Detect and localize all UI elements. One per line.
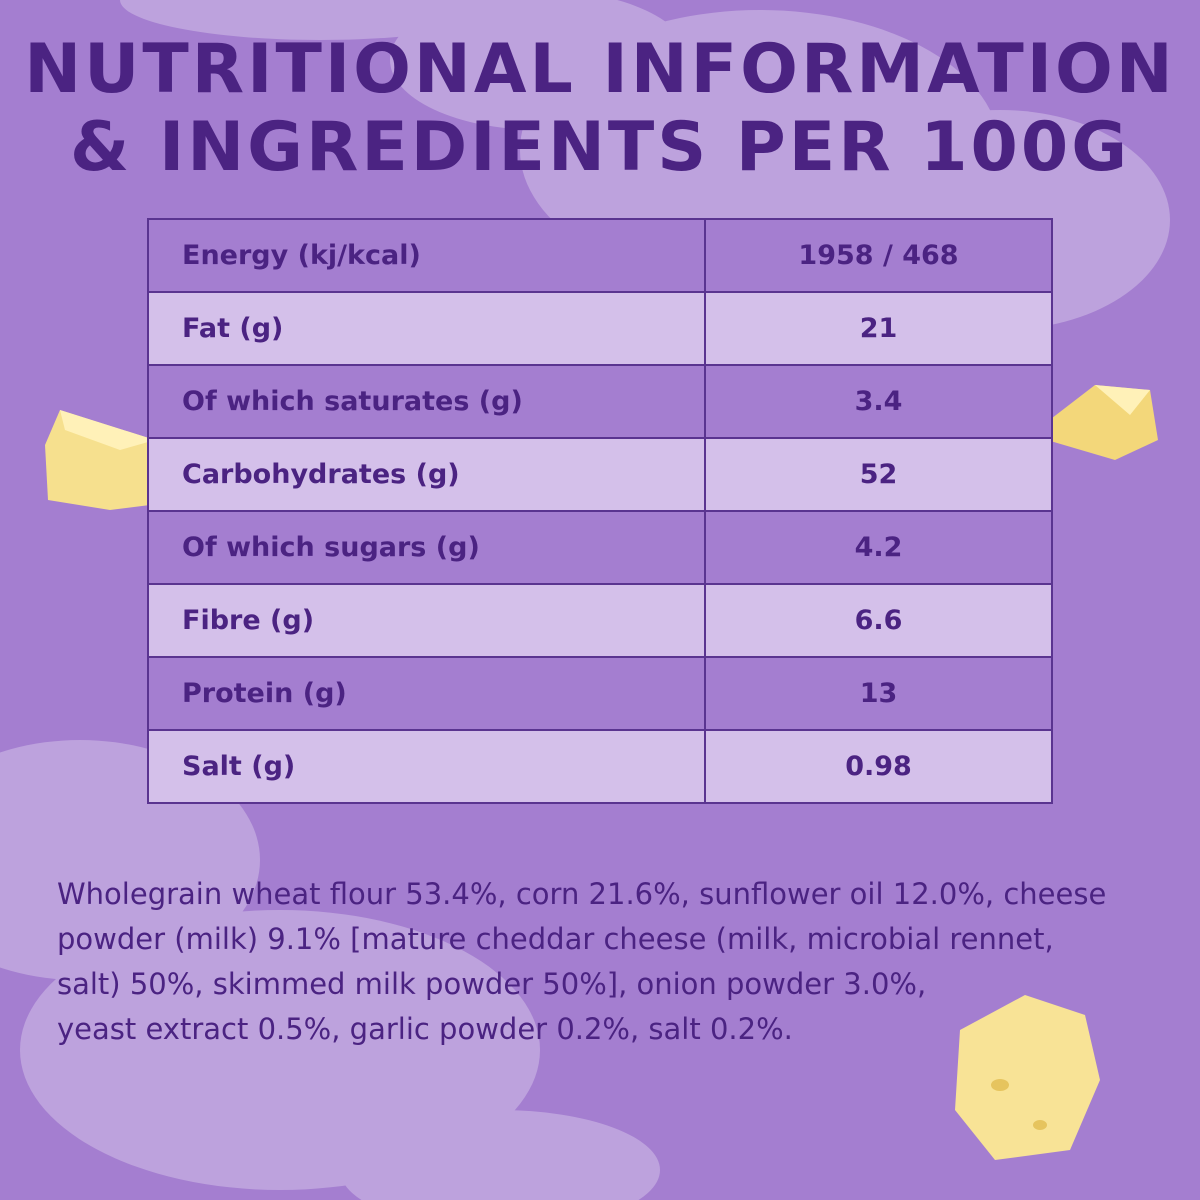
nutrient-value: 4.2 — [704, 510, 1053, 585]
nutrient-name: Salt (g) — [147, 729, 706, 804]
ingredients-line: Wholegrain wheat flour 53.4%, corn 21.6%… — [57, 877, 1107, 911]
title-line: & INGREDIENTS PER 100G — [69, 108, 1131, 187]
nutrient-name: Of which sugars (g) — [147, 510, 706, 585]
nutrient-name: Of which saturates (g) — [147, 364, 706, 439]
nutrient-value: 13 — [704, 656, 1053, 731]
table-row: Energy (kj/kcal) 1958 / 468 — [147, 218, 1053, 293]
nutrient-value: 3.4 — [704, 364, 1053, 439]
nutrient-name: Fibre (g) — [147, 583, 706, 658]
table-row: Protein (g) 13 — [147, 656, 1053, 731]
table-row: Fibre (g) 6.6 — [147, 583, 1053, 658]
nutrient-name: Energy (kj/kcal) — [147, 218, 706, 293]
table-row: Salt (g) 0.98 — [147, 729, 1053, 804]
nutrient-value: 21 — [704, 291, 1053, 366]
nutrient-name: Fat (g) — [147, 291, 706, 366]
table-row: Of which saturates (g) 3.4 — [147, 364, 1053, 439]
ingredients: Wholegrain wheat flour 53.4%, corn 21.6%… — [57, 872, 1167, 1052]
table-row: Of which sugars (g) 4.2 — [147, 510, 1053, 585]
ingredients-line: salt) 50%, skimmed milk powder 50%], oni… — [57, 967, 927, 1001]
nutrient-value: 1958 / 468 — [704, 218, 1053, 293]
title-line: NUTRITIONAL INFORMATION — [24, 30, 1176, 109]
nutrient-value: 6.6 — [704, 583, 1053, 658]
nutrient-value: 0.98 — [704, 729, 1053, 804]
nutrition-table: Energy (kj/kcal) 1958 / 468 Fat (g) 21 Of wh… — [147, 218, 1053, 804]
ingredients-line: powder (milk) 9.1% [mature cheddar chees… — [57, 922, 1054, 956]
nutrient-name: Carbohydrates (g) — [147, 437, 706, 512]
nutrient-value: 52 — [704, 437, 1053, 512]
table-row: Fat (g) 21 — [147, 291, 1053, 366]
table-row: Carbohydrates (g) 52 — [147, 437, 1053, 512]
cheese — [45, 385, 1158, 1160]
ingredients-line: yeast extract 0.5%, garlic powder 0.2%, … — [57, 1012, 793, 1046]
nutrient-name: Protein (g) — [147, 656, 706, 731]
